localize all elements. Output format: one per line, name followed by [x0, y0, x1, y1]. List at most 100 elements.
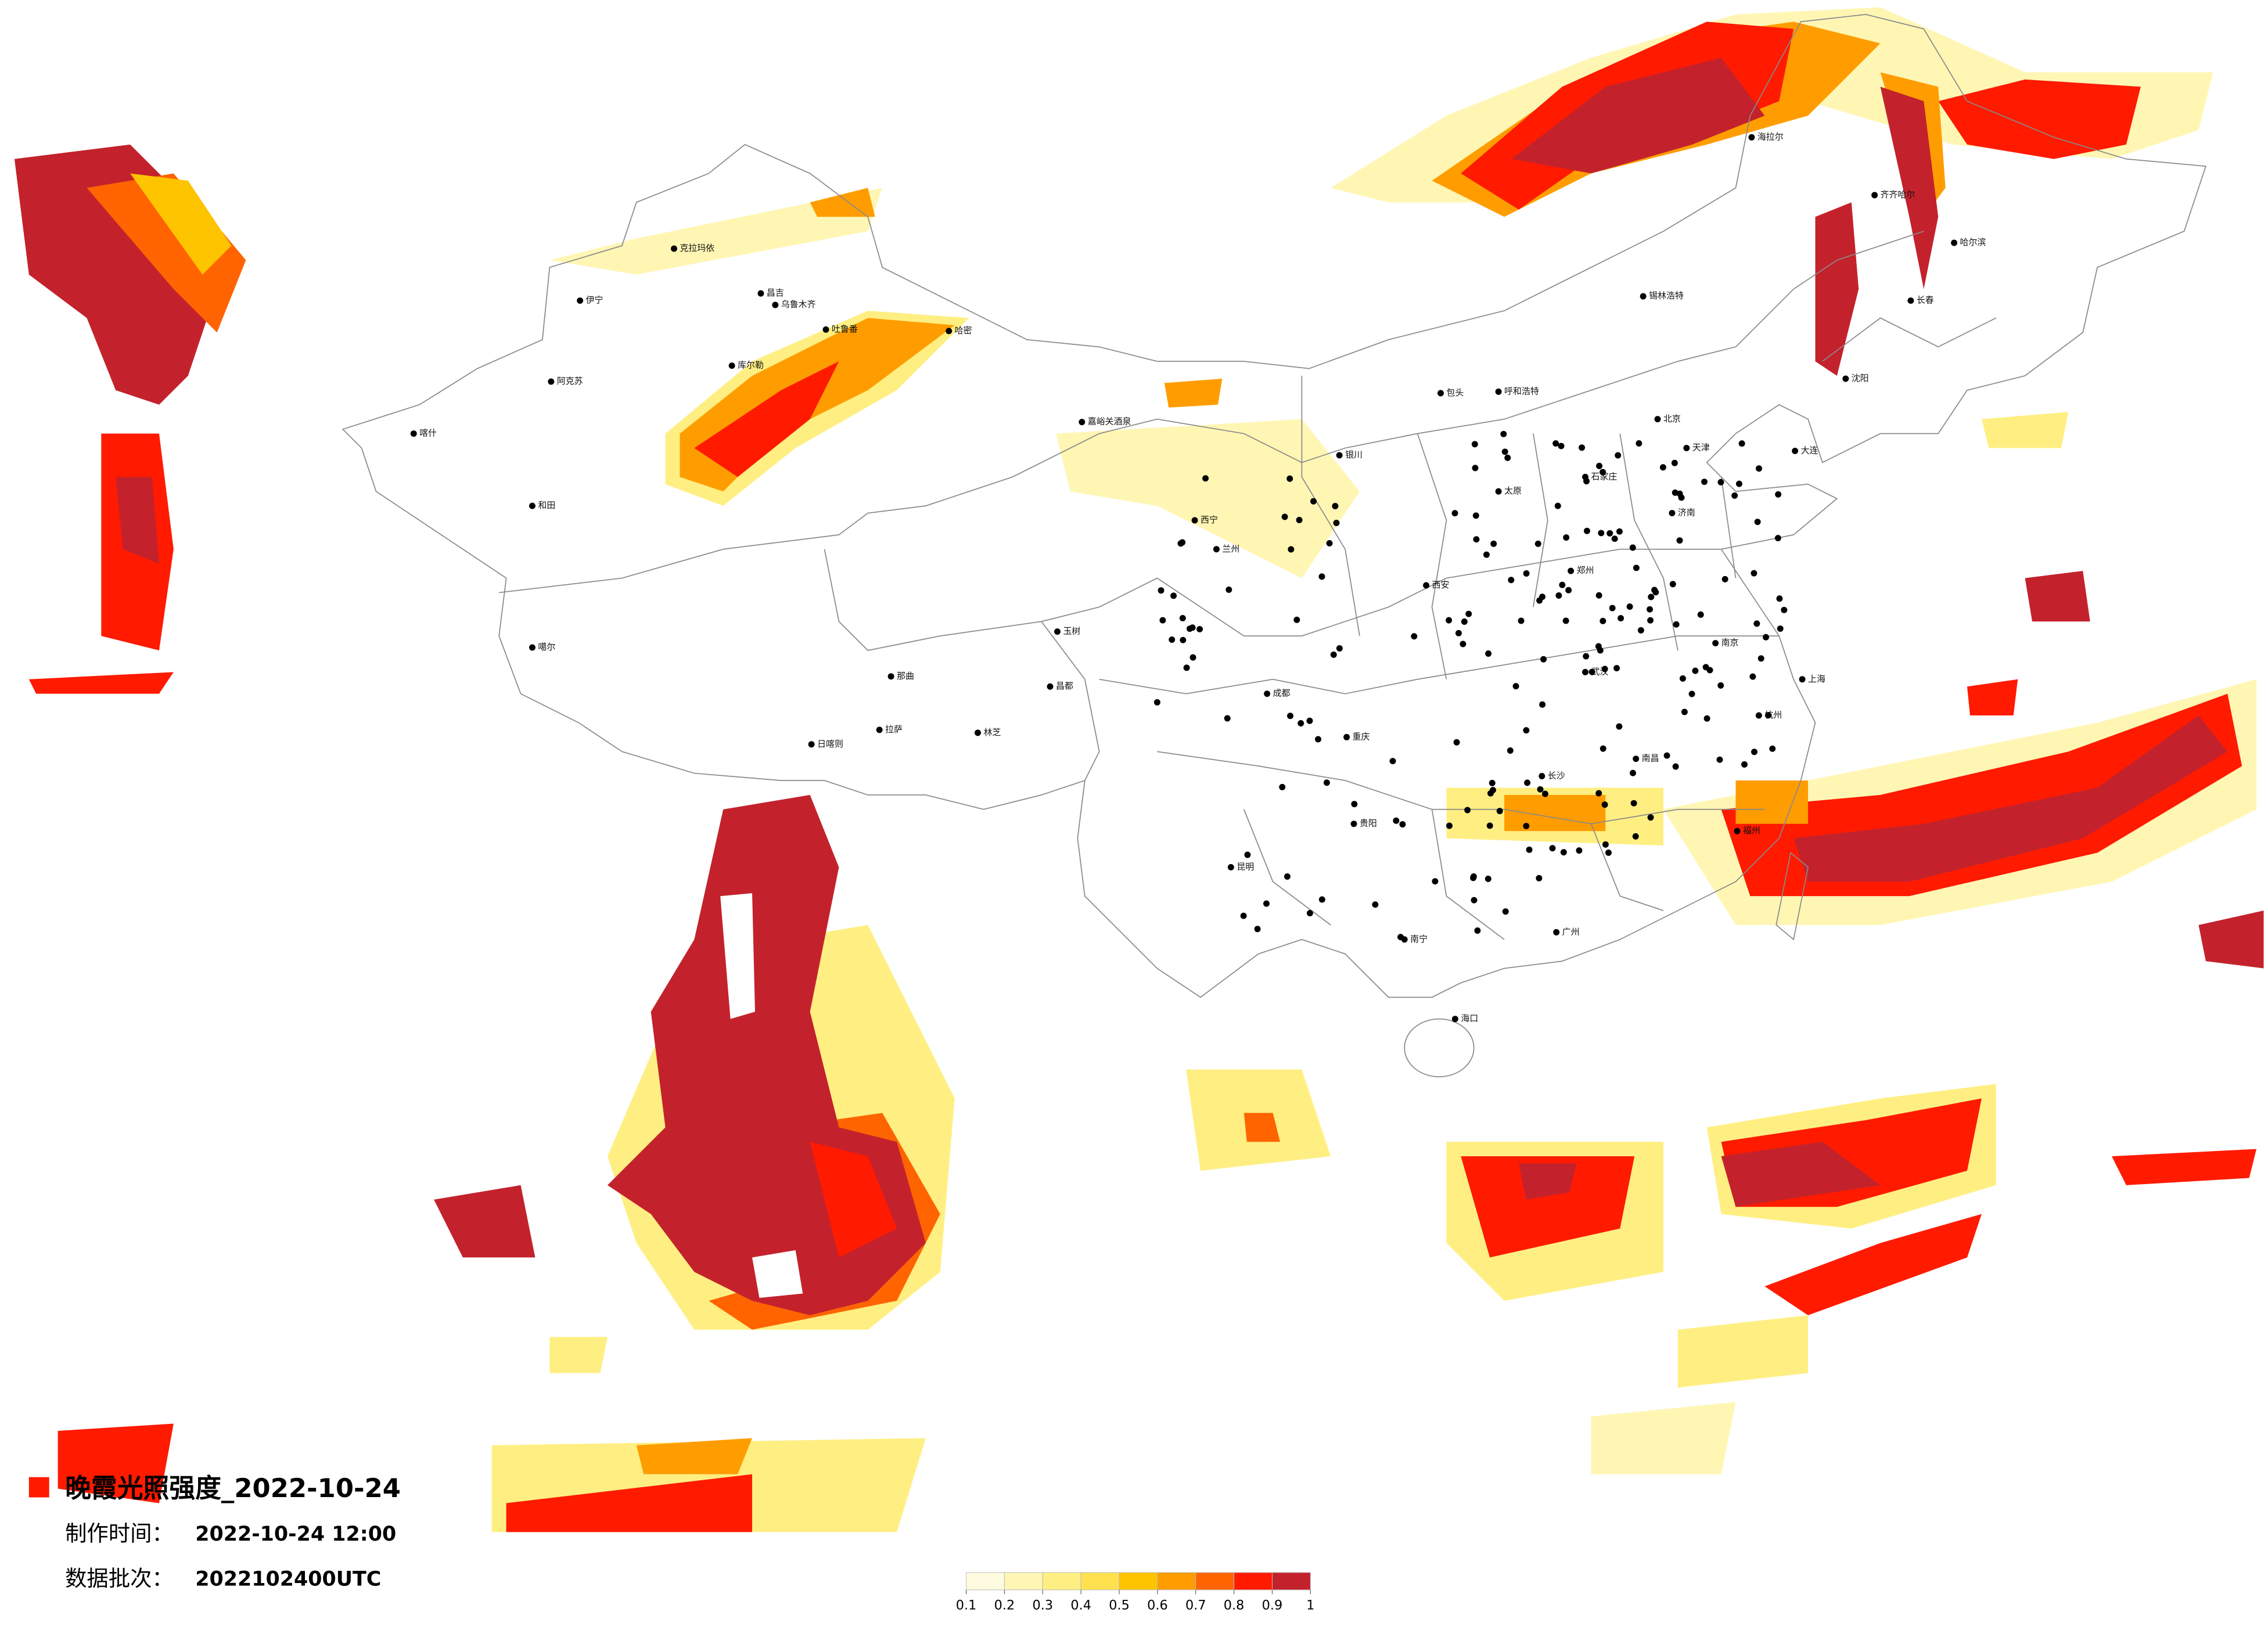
heat-area	[1721, 1142, 1881, 1207]
city-label: 太原	[1504, 485, 1522, 496]
city-label: 福州	[1743, 825, 1760, 836]
city-dot	[1763, 634, 1769, 641]
city-dot	[1159, 617, 1166, 624]
city-dot	[1054, 628, 1061, 635]
city-dot	[1213, 546, 1220, 553]
city-dot	[1296, 516, 1303, 523]
city-dot	[1079, 419, 1086, 426]
city-dot	[1318, 573, 1325, 580]
city-label: 哈尔滨	[1960, 237, 1986, 247]
city-label: 天津	[1692, 443, 1710, 453]
city-dot	[1588, 668, 1595, 675]
city-dot	[1774, 535, 1781, 542]
city-label: 北京	[1663, 413, 1681, 424]
city-dot	[1756, 465, 1762, 472]
city-label: 库尔勒	[738, 360, 764, 370]
city-dot	[1618, 615, 1624, 622]
city-dot	[1225, 586, 1232, 593]
city-dot	[1595, 643, 1602, 650]
legend-swatch	[1234, 1572, 1273, 1591]
city-dot	[1508, 577, 1515, 584]
heat-area	[549, 1337, 608, 1373]
city-dot	[772, 301, 779, 308]
city-dot	[1647, 606, 1654, 613]
city-dot	[1951, 239, 1958, 246]
city-dot	[1764, 712, 1771, 719]
city-dot	[1688, 690, 1695, 697]
city-label: 昌都	[1056, 681, 1073, 691]
city-dot	[1583, 653, 1590, 660]
city-dot	[1486, 822, 1493, 829]
heat-area	[694, 361, 839, 477]
city-dot	[1605, 849, 1612, 856]
city-dot	[1501, 448, 1508, 455]
city-dot	[1495, 388, 1502, 395]
city-dot	[1423, 582, 1430, 589]
city-dot	[1716, 756, 1723, 763]
city-dot	[1279, 783, 1286, 790]
city-label: 广州	[1562, 926, 1580, 937]
city-dot	[671, 245, 678, 252]
title-marker	[28, 1477, 49, 1498]
city-dot	[822, 326, 829, 333]
city-dot	[1286, 475, 1293, 482]
city-dot	[1626, 603, 1633, 610]
city-dot	[1598, 530, 1605, 537]
city-dot	[1526, 846, 1533, 853]
legend-swatch	[1195, 1572, 1235, 1591]
heat-area	[1981, 412, 2069, 448]
city-dot	[1615, 452, 1622, 459]
city-dot	[1372, 901, 1379, 908]
city-dot	[1191, 517, 1198, 524]
city-dot	[1748, 134, 1755, 141]
city-dot	[1489, 779, 1496, 786]
city-dot	[1306, 909, 1313, 916]
city-dot	[1471, 441, 1478, 448]
legend-tick-label: 0.7	[1185, 1598, 1206, 1613]
heat-area	[1793, 715, 2228, 882]
legend-swatch	[1004, 1572, 1043, 1591]
city-dot	[1446, 617, 1453, 624]
city-dot	[1609, 605, 1616, 611]
city-dot	[1460, 641, 1467, 647]
city-dot	[1500, 430, 1507, 437]
city-dot	[1539, 701, 1546, 708]
city-dot	[1518, 617, 1525, 624]
city-label: 上海	[1808, 674, 1825, 684]
city-dot	[1540, 656, 1547, 663]
province-line	[1157, 751, 1765, 940]
city-dot	[1549, 845, 1556, 852]
city-label: 昆明	[1237, 861, 1254, 872]
city-dot	[1579, 444, 1586, 451]
city-dot	[1534, 540, 1541, 547]
city-label: 石家庄	[1591, 471, 1617, 481]
city-dot	[1189, 654, 1196, 661]
heat-area	[2112, 1149, 2257, 1185]
city-dot	[410, 430, 417, 437]
made-time-value: 2022-10-24 12:00	[195, 1523, 396, 1546]
city-dot	[1288, 546, 1295, 553]
city-dot	[1332, 502, 1339, 509]
city-dot	[1350, 821, 1357, 828]
city-dot	[1633, 564, 1640, 571]
city-dot	[1461, 618, 1468, 625]
legend-tick-label: 0.5	[1109, 1598, 1130, 1613]
city-dot	[1541, 790, 1548, 797]
city-dot	[1474, 927, 1481, 934]
city-dot	[1264, 690, 1271, 697]
legend-tick-label: 0.9	[1262, 1598, 1283, 1613]
city-label: 银川	[1345, 449, 1363, 460]
city-dot	[1659, 464, 1666, 471]
city-dot	[1284, 873, 1291, 880]
city-dot	[1629, 544, 1636, 551]
city-label: 和田	[538, 500, 555, 510]
city-dot	[1907, 297, 1914, 304]
city-dot	[1701, 479, 1708, 485]
city-dot	[1240, 912, 1247, 919]
city-dot	[728, 362, 735, 369]
city-dot	[1464, 807, 1471, 814]
province-line	[1301, 376, 1737, 679]
city-dot	[1539, 593, 1545, 600]
city-dot	[1636, 440, 1642, 447]
heat-layer	[14, 7, 2264, 1533]
